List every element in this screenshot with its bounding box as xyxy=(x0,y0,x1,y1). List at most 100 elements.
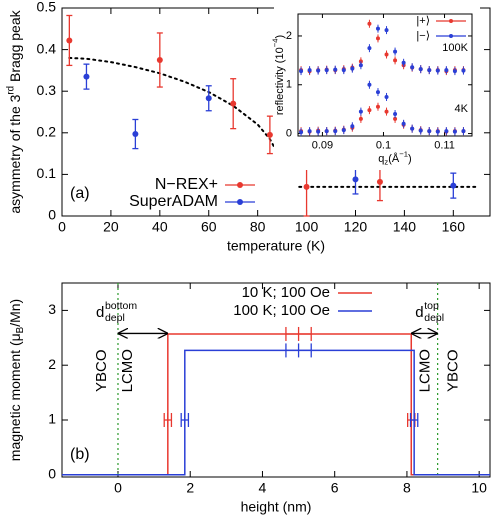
data-point xyxy=(376,178,383,185)
data-point xyxy=(324,68,329,73)
y-tick-label: 0 xyxy=(286,127,292,139)
data-point xyxy=(132,131,139,138)
panel-label: (b) xyxy=(70,446,90,463)
legend-label: SuperADAM xyxy=(129,193,218,210)
plot-frame xyxy=(297,13,473,137)
data-point xyxy=(333,67,338,72)
data-point xyxy=(393,116,398,121)
x-axis-label-part: q xyxy=(378,153,384,165)
y-tick-label: 3 xyxy=(48,301,56,317)
legend-marker xyxy=(237,182,243,188)
y-tick-label: 2 xyxy=(48,356,56,372)
data-point xyxy=(452,129,457,134)
data-point xyxy=(375,36,380,41)
layer-label: YBCO xyxy=(445,349,462,392)
x-axis-label-part: −1 xyxy=(399,150,408,159)
data-point xyxy=(444,68,449,73)
data-point xyxy=(156,57,163,63)
data-point xyxy=(367,108,372,113)
y-axis-label: magnetic moment (μB/Mn) xyxy=(7,299,26,461)
data-point xyxy=(384,52,389,57)
y-axis-label-part: asymmetry of the 3 xyxy=(7,94,23,213)
data-point xyxy=(299,130,304,135)
legend-label: |+⟩ xyxy=(416,15,430,27)
data-point xyxy=(452,69,457,74)
y-tick-label: 2 xyxy=(286,30,292,42)
data-point xyxy=(350,124,355,129)
data-point xyxy=(303,183,310,190)
inset-background xyxy=(274,6,480,170)
y-tick-label: 0.3 xyxy=(37,82,57,98)
data-point xyxy=(450,182,457,189)
layer-label: LCMO xyxy=(119,349,136,392)
data-point xyxy=(410,126,415,131)
x-tick-label: 140 xyxy=(393,219,417,235)
y-tick-label: 0 xyxy=(48,466,56,482)
data-point xyxy=(418,67,423,72)
legend-label: N−REX+ xyxy=(155,176,218,193)
x-tick-label: 120 xyxy=(344,219,368,235)
data-point xyxy=(350,66,355,71)
data-point xyxy=(410,65,415,70)
x-axis-label: temperature (K) xyxy=(227,238,325,254)
depletion-label-sub: depl xyxy=(424,312,444,324)
data-point xyxy=(266,131,273,138)
y-tick-label: 1 xyxy=(286,79,292,91)
y-axis-label: reflectivity (10−4) xyxy=(271,35,286,115)
x-axis-label-part: z xyxy=(384,157,388,166)
y-axis-label-part: −4 xyxy=(271,38,280,47)
y-axis-label-part: B xyxy=(15,326,26,333)
legend-marker xyxy=(237,199,243,205)
layer-label: LCMO xyxy=(417,349,434,392)
x-tick-label: 6 xyxy=(331,480,339,496)
data-point xyxy=(316,129,321,134)
data-point xyxy=(367,46,372,51)
data-point xyxy=(444,129,449,134)
data-point xyxy=(393,58,398,63)
data-point xyxy=(316,68,321,73)
depletion-label-base: d xyxy=(96,304,104,321)
y-axis-label-part: Bragg peak xyxy=(7,9,23,85)
layer-label: YBCO xyxy=(93,349,110,392)
x-tick-label: 8 xyxy=(403,480,411,496)
data-point xyxy=(367,21,372,26)
y-axis-label-part: reflectivity (10 xyxy=(274,47,286,115)
panel-label: (a) xyxy=(70,185,90,202)
curve-label: 100K xyxy=(442,42,468,54)
x-tick-label: 160 xyxy=(442,219,466,235)
data-point xyxy=(66,37,73,44)
data-point xyxy=(461,129,466,134)
data-point xyxy=(384,109,389,114)
data-point xyxy=(375,104,380,109)
legend-label: |−⟩ xyxy=(416,30,430,42)
data-point xyxy=(401,60,406,65)
y-axis-label-part: /Mn) xyxy=(7,299,23,327)
depletion-label-sup: bottom xyxy=(105,300,137,312)
x-tick-label: 20 xyxy=(103,219,119,235)
y-tick-label: 0.1 xyxy=(37,165,57,181)
data-point xyxy=(352,176,359,183)
data-point xyxy=(418,128,423,133)
x-axis-label: height (nm) xyxy=(241,499,312,515)
x-tick-label: 0 xyxy=(114,480,122,496)
curve-label: 4K xyxy=(455,103,469,115)
data-point xyxy=(205,95,212,102)
y-axis-label-part: ) xyxy=(274,35,286,39)
x-axis-label-part: ) xyxy=(408,153,412,165)
data-point xyxy=(375,26,380,31)
x-tick-label: 2 xyxy=(186,480,194,496)
data-point xyxy=(401,121,406,126)
x-tick-label: 60 xyxy=(201,219,217,235)
data-point xyxy=(435,68,440,73)
x-axis-label: qz(Å−1) xyxy=(378,150,411,167)
y-axis-label-part: rd xyxy=(5,86,16,95)
data-point xyxy=(384,94,389,99)
data-point xyxy=(358,109,363,114)
depletion-label-sup: top xyxy=(424,300,439,312)
y-axis-label: asymmetry of the 3rd Bragg peak xyxy=(5,9,23,213)
y-axis-label-part: magnetic moment (μ xyxy=(7,333,23,461)
data-point xyxy=(83,73,90,80)
data-point xyxy=(393,112,398,117)
